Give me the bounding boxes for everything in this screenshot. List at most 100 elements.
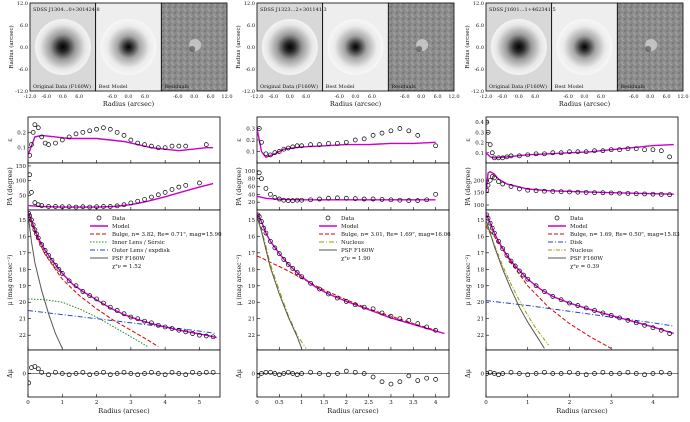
data-point: [397, 316, 403, 322]
data-point: [308, 280, 313, 286]
galaxy-glow: [261, 19, 318, 75]
data-point: [114, 203, 120, 209]
ytick-label: 100: [474, 203, 485, 209]
data-point: [32, 200, 38, 206]
data-point: [658, 148, 664, 154]
data-point: [542, 289, 547, 294]
plot-area: [257, 212, 445, 349]
image-title: Residuals: [391, 84, 416, 90]
data-point: [415, 321, 421, 326]
panel-frame: [27, 162, 221, 211]
panel-frame: [256, 162, 450, 211]
data-point: [80, 289, 86, 294]
data-point: [294, 143, 300, 149]
data-point: [361, 136, 367, 142]
data-point: [162, 190, 168, 195]
axis-ylabel: Δμ: [6, 369, 14, 378]
ytick-label: 0.1: [475, 151, 484, 157]
data-point: [135, 316, 141, 322]
data-point: [155, 145, 161, 151]
data-point: [433, 377, 438, 382]
data-point: [667, 154, 673, 160]
data-point: [326, 372, 331, 378]
data-point: [558, 297, 564, 303]
xtick-label: 3.5: [409, 400, 418, 406]
data-point: [121, 311, 127, 317]
data-point: [335, 295, 340, 301]
data-point: [276, 149, 282, 154]
xtick-label: 1: [526, 400, 530, 406]
data-point: [169, 143, 175, 149]
galaxy-label: SDSS J1304…0+301424.8: [33, 7, 100, 13]
legend-entry: χ²ν = 1.52: [112, 263, 141, 270]
data-point: [294, 372, 300, 378]
image-xtick-label: 6.0: [597, 94, 605, 100]
xtick-label: 2.5: [364, 400, 373, 406]
data-point: [617, 190, 622, 196]
data-point: [343, 299, 349, 304]
ytick-label: 50: [19, 193, 26, 199]
image-title: Original Data (F160W): [33, 83, 91, 90]
panel-eps: 0.1 0.2 0.3 ε: [235, 116, 450, 164]
data-point: [667, 371, 673, 376]
image-xtick-label: 0.0: [417, 94, 425, 100]
data-point: [263, 230, 269, 236]
plot-area: [486, 369, 673, 378]
ytick-label: 0.4: [475, 120, 484, 126]
axis-xlabel: Radius (arcsec): [98, 407, 150, 415]
data-point: [583, 190, 589, 195]
data-point: [101, 125, 106, 131]
data-point: [259, 219, 264, 224]
data-point: [542, 188, 547, 194]
data-point: [94, 371, 99, 376]
data-point: [257, 373, 261, 379]
image-xtick-label: 0.0: [581, 94, 589, 100]
legend: Data Model Bulge, n= 3.01, Re= 1.69", mag=…: [319, 215, 451, 262]
data-point: [39, 242, 45, 247]
model-glow: [100, 19, 157, 75]
legend-marker: [325, 215, 331, 221]
image-ytick-label: -6.0: [474, 67, 484, 73]
xtick-label: 1.5: [320, 400, 329, 406]
data-point: [203, 142, 209, 147]
data-point: [504, 252, 510, 258]
component-line: [257, 216, 307, 349]
data-point: [592, 371, 597, 376]
legend-entry: Outer Lens / expdisk: [112, 248, 170, 254]
data-point: [567, 369, 572, 375]
image-xtick-label: -12.0: [251, 94, 264, 100]
image-ytick-label: 12.0: [473, 1, 484, 7]
data-point: [263, 151, 269, 157]
data-point: [66, 134, 72, 140]
residual-blob: [645, 46, 652, 52]
data-point: [379, 197, 385, 202]
data-point: [533, 151, 539, 157]
data-point: [650, 147, 656, 153]
image-xtick-label: 6.0: [434, 94, 442, 100]
axis-ylabel: ε: [464, 138, 472, 142]
data-point: [388, 128, 394, 134]
ytick-label: 0.3: [475, 130, 484, 136]
data-point: [53, 369, 58, 375]
image-ytick-label: 12.0: [17, 1, 28, 7]
plot-area: [486, 170, 674, 198]
data-point: [34, 231, 39, 237]
data-point: [558, 150, 564, 156]
image-title: Residuals: [164, 84, 189, 90]
legend-entry: Data: [341, 216, 355, 222]
data-point: [73, 371, 79, 376]
xtick-label: 1: [61, 400, 65, 406]
data-point: [73, 131, 79, 137]
data-point: [28, 213, 33, 219]
data-point: [491, 371, 497, 376]
data-point: [59, 204, 65, 210]
data-point: [73, 283, 79, 289]
xtick-label: 0: [26, 400, 30, 406]
ytick-label: 200: [474, 178, 485, 184]
ytick-label: 22: [248, 333, 255, 339]
data-point: [29, 142, 34, 147]
image-xtick-label: -6.0: [400, 94, 410, 100]
data-point: [128, 200, 134, 206]
data-point: [667, 331, 673, 336]
